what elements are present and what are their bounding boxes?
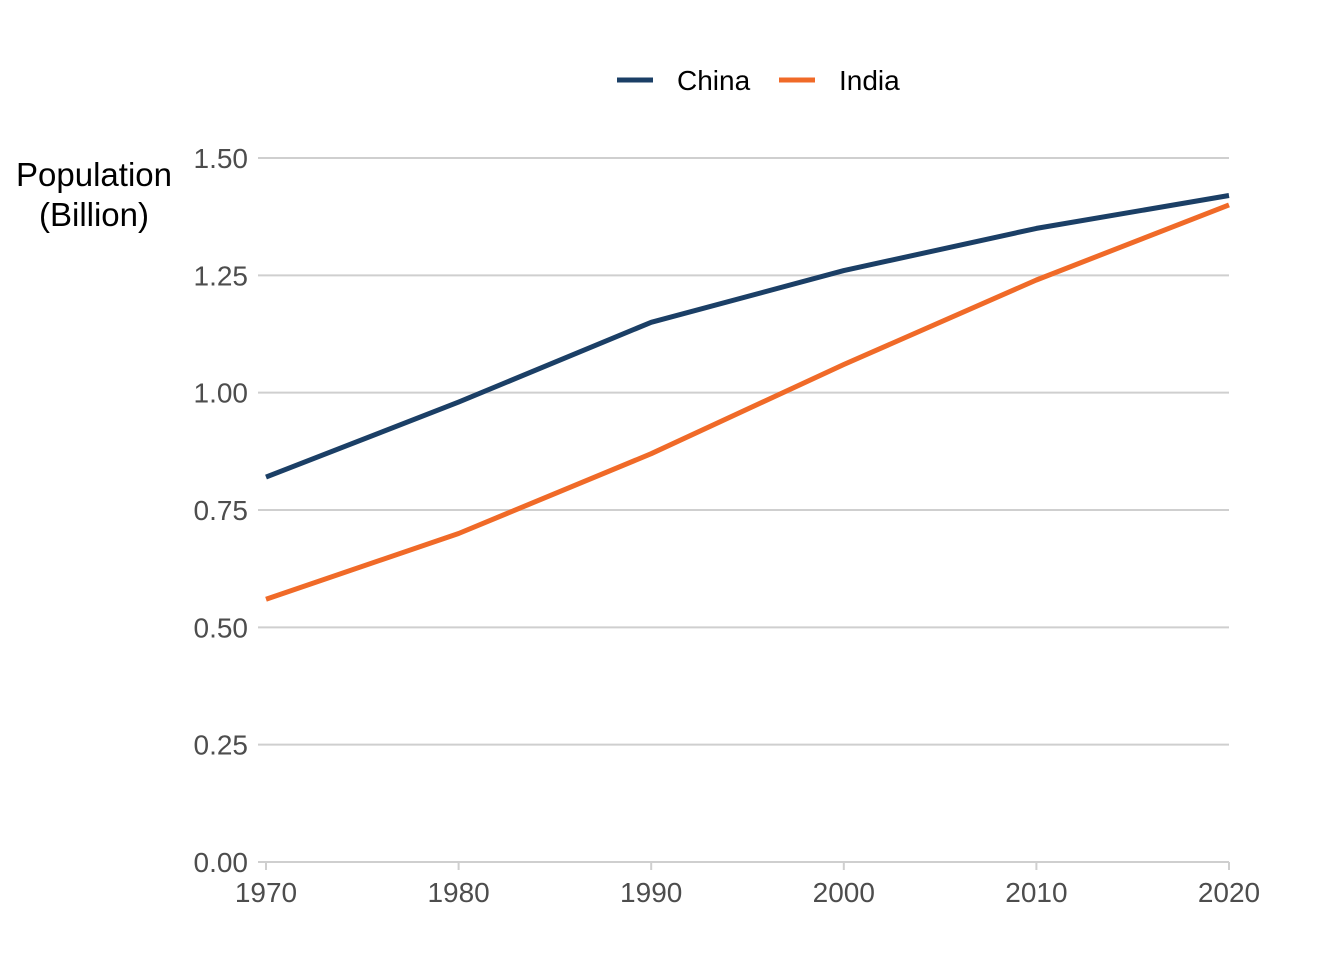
x-axis-tick-labels: 1970 1980 1990 2000 2010 2020 bbox=[235, 877, 1260, 908]
x-tick-label: 1980 bbox=[427, 877, 489, 908]
y-tick-label: 0.00 bbox=[194, 847, 249, 878]
y-axis-title-line-1: Population bbox=[16, 156, 172, 193]
x-tick-label: 2000 bbox=[813, 877, 875, 908]
x-tick-label: 1990 bbox=[620, 877, 682, 908]
legend-label-india: India bbox=[839, 65, 900, 96]
x-tick-label: 2010 bbox=[1005, 877, 1067, 908]
y-axis-title-line-2: (Billion) bbox=[39, 196, 149, 233]
series-lines bbox=[265, 193, 1230, 602]
y-tick-label: 1.50 bbox=[194, 143, 249, 174]
x-tick-label: 1970 bbox=[235, 877, 297, 908]
y-tick-label: 1.00 bbox=[194, 378, 249, 409]
y-axis-tick-labels: 0.00 0.25 0.50 0.75 1.00 1.25 1.50 bbox=[194, 143, 249, 878]
y-tick-label: 0.25 bbox=[194, 730, 249, 761]
legend: China India bbox=[617, 65, 900, 96]
y-axis-title: Population (Billion) bbox=[16, 156, 172, 233]
y-tick-label: 0.75 bbox=[194, 495, 249, 526]
legend-label-china: China bbox=[677, 65, 751, 96]
x-axis bbox=[258, 861, 1230, 870]
x-tick-label: 2020 bbox=[1198, 877, 1260, 908]
series-line-china bbox=[265, 193, 1230, 480]
y-tick-label: 1.25 bbox=[194, 260, 249, 291]
gridlines bbox=[258, 157, 1229, 746]
y-tick-label: 0.50 bbox=[194, 612, 249, 643]
series-line-india bbox=[265, 202, 1230, 602]
